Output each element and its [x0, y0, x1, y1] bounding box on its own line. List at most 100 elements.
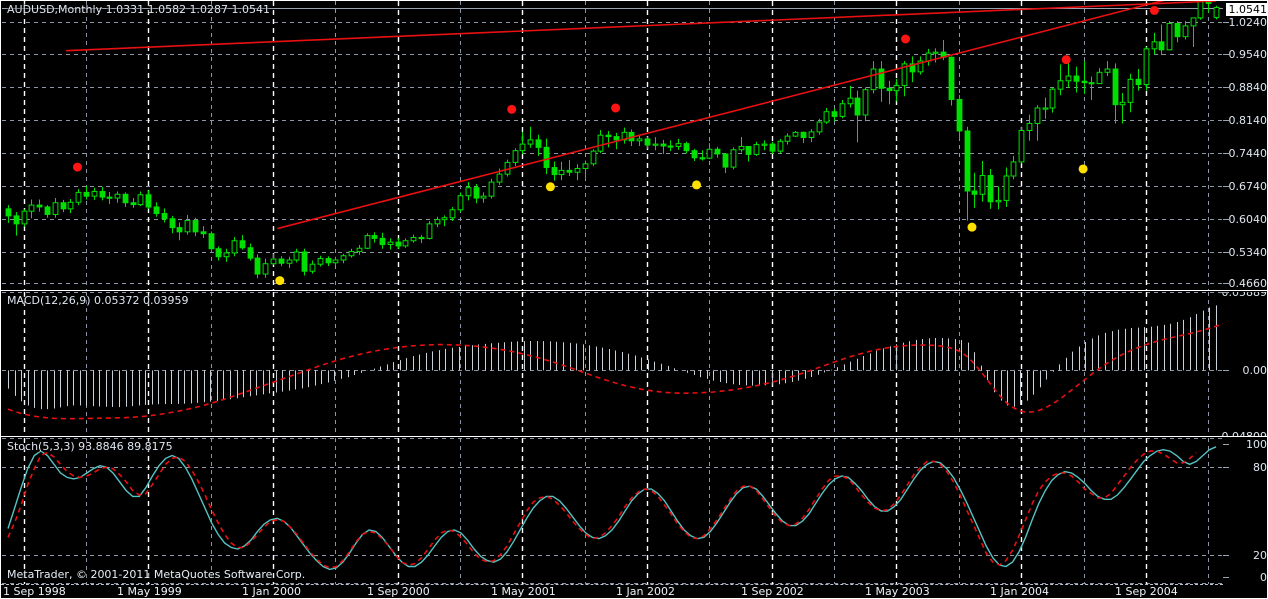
candle: [777, 140, 784, 152]
marker-sell: [1149, 5, 1159, 15]
candle: [387, 241, 394, 245]
axis-tick-label: 1.0240: [1228, 16, 1268, 29]
candle: [309, 263, 316, 272]
candle: [192, 220, 199, 233]
stochastic-indicator-panel[interactable]: 100 80 20 0 Stoch(5,3,3) 93.8846 89.8175: [1, 438, 1267, 584]
candle: [1182, 25, 1189, 38]
candle: [932, 51, 939, 54]
candle: [1042, 107, 1049, 110]
candle: [901, 63, 908, 86]
candle: [551, 167, 558, 176]
copyright-label: MetaTrader, © 2001-2011 MetaQuotes Softw…: [7, 568, 306, 581]
marker-buy: [275, 276, 285, 286]
candle: [379, 237, 386, 245]
stochastic-axis[interactable]: 100 80 20 0: [1223, 438, 1267, 584]
macd-plot-area[interactable]: [2, 292, 1223, 436]
candle: [473, 187, 480, 199]
candle: [582, 163, 589, 169]
candle: [200, 231, 207, 235]
stochastic-gridlines: [2, 438, 1223, 584]
candle: [870, 68, 877, 91]
candle: [527, 139, 534, 145]
candle: [753, 144, 760, 155]
candle: [145, 194, 152, 208]
candle: [1034, 107, 1041, 124]
stochastic-d-line: [7, 450, 1197, 569]
candle: [862, 89, 869, 116]
macd-svg: [2, 292, 1223, 436]
axis-tick-mark: [1223, 22, 1229, 23]
candle: [67, 201, 74, 210]
candle: [52, 202, 59, 215]
candle: [808, 131, 815, 139]
time-axis-label: 1 May 1999: [117, 585, 182, 598]
stoch-plot-area[interactable]: [2, 438, 1223, 584]
candle: [1096, 71, 1103, 85]
candle: [987, 175, 994, 203]
candle: [434, 219, 441, 225]
time-axis-label: 1 May 2003: [865, 585, 930, 598]
marker-buy: [545, 182, 555, 192]
macd-indicator-panel[interactable]: 0.05889 0.00 -0.04809 MACD(12,26,9) 0.0537…: [1, 292, 1267, 436]
candle: [831, 111, 838, 117]
candle: [1143, 48, 1150, 86]
candle: [44, 206, 51, 215]
candle: [332, 259, 339, 264]
candle: [13, 215, 20, 225]
candle: [418, 236, 425, 240]
candle: [99, 190, 106, 198]
candle: [730, 149, 737, 168]
stochastic-svg: [2, 438, 1223, 584]
candle: [449, 209, 456, 219]
price-axis[interactable]: 1.0541 1.0240 0.9540 0.8840 0.8140 0.7440 0.67…: [1223, 1, 1268, 290]
time-axis[interactable]: 1 Sep 1998 1 May 1999 1 Jan 2000 1 Sep 2000…: [1, 584, 1267, 598]
price-chart-panel[interactable]: 1.0541 1.0240 0.9540 0.8840 0.8140 0.7440 0.67…: [1, 1, 1268, 290]
axis-tick-mark: [1223, 54, 1229, 55]
candle: [660, 143, 667, 147]
candle: [293, 251, 300, 261]
axis-tick-mark: [1223, 292, 1229, 293]
candle: [1003, 175, 1010, 201]
axis-tick-label: -0.04809: [1218, 431, 1267, 436]
marker-sell: [901, 34, 911, 44]
time-axis-label: 1 Sep 2002: [741, 585, 804, 598]
panel-divider-macd-stoch: [1, 436, 1267, 437]
candle: [231, 240, 238, 254]
candle: [714, 148, 721, 155]
price-plot-area[interactable]: [2, 1, 1223, 290]
candle: [800, 131, 807, 139]
candle: [683, 143, 690, 152]
candle: [761, 143, 768, 146]
candle: [605, 134, 612, 138]
candle: [1112, 68, 1119, 106]
candle: [816, 121, 823, 133]
candle: [1088, 82, 1095, 85]
candle: [1119, 101, 1126, 106]
marker-buy: [967, 222, 977, 232]
candle: [847, 97, 854, 105]
stochastic-k-line: [7, 446, 1217, 571]
macd-axis[interactable]: 0.05889 0.00 -0.04809: [1218, 292, 1267, 436]
axis-tick-label: 0.9540: [1228, 48, 1268, 61]
macd-histogram: [8, 305, 1217, 410]
axis-tick-mark: [1223, 444, 1229, 445]
trendline-lower-support: [277, 1, 1165, 230]
axis-tick-label: 0.7440: [1228, 147, 1268, 160]
candle: [254, 257, 261, 275]
candle: [691, 150, 698, 159]
axis-tick-label: 20: [1253, 549, 1267, 562]
candle: [574, 167, 581, 173]
candle: [301, 251, 308, 272]
candle: [636, 138, 643, 142]
candle: [426, 223, 433, 239]
candle: [5, 208, 12, 217]
candle: [566, 169, 573, 173]
candle: [36, 204, 43, 208]
candle: [208, 233, 215, 250]
candle: [247, 247, 254, 259]
candle: [597, 134, 604, 152]
candle: [176, 227, 183, 233]
candle: [286, 259, 293, 264]
axis-tick-label: 0: [1260, 571, 1267, 584]
